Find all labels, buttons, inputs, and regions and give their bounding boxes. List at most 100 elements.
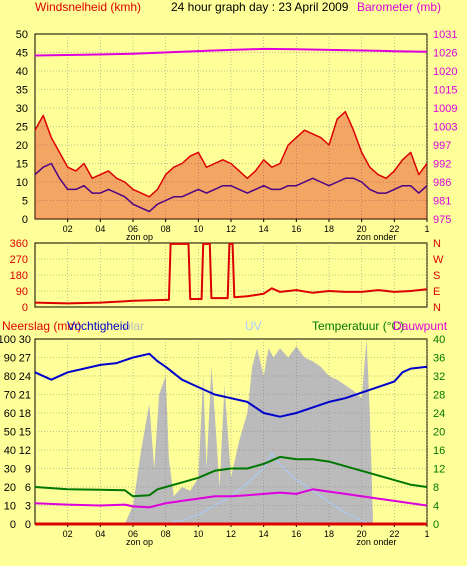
x-tick-label: 20 (357, 529, 367, 539)
wind-gust-line (34, 110, 428, 198)
sun-event-label: zon onder (356, 232, 396, 242)
humidity-tick-label: 12 (19, 445, 31, 457)
y-tick-label: E (433, 286, 440, 298)
y-tick-label: 1003 (433, 122, 457, 134)
solar-axis-label: olar (124, 319, 144, 333)
x-tick-label: 20 (357, 224, 367, 234)
y-tick-label: 1031 (433, 29, 457, 41)
x-tick-label: 04 (95, 529, 105, 539)
y-tick-label: 8 (433, 482, 439, 494)
x-tick-label: 08 (161, 224, 171, 234)
y-tick-label: 28 (433, 390, 445, 402)
x-tick-label: 12 (226, 224, 236, 234)
x-tick-label: 14 (259, 529, 269, 539)
x-tick-label: 10 (193, 529, 203, 539)
temperature-axis-label: Temperatuur (°C) (312, 319, 404, 333)
x-tick-label: 04 (95, 224, 105, 234)
y-tick-label: 5 (22, 196, 28, 208)
y-tick-label: 24 (433, 408, 445, 420)
y-tick-label: 975 (433, 214, 451, 226)
y-tick-label: 20 (16, 140, 28, 152)
y-tick-label: 0 (433, 519, 439, 531)
y-tick-label: 20 (433, 427, 445, 439)
x-tick-label: 08 (161, 529, 171, 539)
rain-tick-label: 50 (4, 427, 16, 439)
y-tick-label: 4 (433, 501, 439, 513)
chart-title: 24 hour graph day : 23 April 2009 (171, 0, 349, 14)
rain-tick-label: 80 (4, 371, 16, 383)
x-tick-label: 06 (128, 529, 138, 539)
humidity-tick-label: 21 (19, 390, 31, 402)
y-tick-label: 50 (16, 29, 28, 41)
y-tick-label: 25 (16, 122, 28, 134)
rain-tick-label: 10 (4, 501, 16, 513)
y-tick-label: 36 (433, 353, 445, 365)
wind-axis-label: Windsnelheid (kmh) (35, 0, 141, 14)
x-tick-label: 02 (63, 529, 73, 539)
rain-tick-label: 100 (0, 334, 16, 346)
humidity-tick-label: 24 (19, 371, 31, 383)
x-tick-label: 18 (324, 224, 334, 234)
y-tick-label: 40 (433, 334, 445, 346)
x-tick-label: 1 (424, 224, 429, 234)
rain-tick-label: 0 (10, 519, 16, 531)
y-tick-label: 0 (22, 214, 28, 226)
wind-direction-line (34, 242, 428, 305)
y-tick-label: 997 (433, 140, 451, 152)
y-tick-label: 12 (433, 464, 445, 476)
y-tick-label: 90 (16, 286, 28, 298)
wind-speed-line (34, 162, 428, 213)
humidity-tick-label: 0 (25, 519, 31, 531)
humidity-tick-label: 15 (19, 427, 31, 439)
y-tick-label: 270 (10, 254, 28, 266)
y-tick-label: 180 (10, 270, 28, 282)
x-tick-label: 16 (291, 224, 301, 234)
x-tick-label: 10 (193, 224, 203, 234)
temperature-line (34, 455, 428, 498)
y-tick-label: 1009 (433, 103, 457, 115)
rain-axis-label: Neerslag (mm) (2, 319, 81, 333)
y-tick-label: W (433, 254, 444, 266)
dewpoint-axis-label: Dauwpunt (393, 319, 448, 333)
y-tick-label: 10 (16, 177, 28, 189)
rain-tick-label: 20 (4, 482, 16, 494)
rain-tick-label: 70 (4, 390, 16, 402)
barometer-axis-label: Barometer (mb) (357, 0, 441, 14)
y-tick-label: 986 (433, 177, 451, 189)
rain-tick-label: 90 (4, 353, 16, 365)
sun-event-label: zon onder (356, 537, 396, 547)
y-tick-label: 1015 (433, 85, 457, 97)
y-tick-label: 1026 (433, 48, 457, 60)
humidity-tick-label: 6 (25, 482, 31, 494)
y-tick-label: 992 (433, 159, 451, 171)
x-tick-label: 22 (389, 224, 399, 234)
y-tick-label: 1020 (433, 66, 457, 78)
y-tick-label: 30 (16, 103, 28, 115)
humidity-tick-label: 27 (19, 353, 31, 365)
x-tick-label: 1 (424, 529, 429, 539)
humidity-tick-label: 9 (25, 464, 31, 476)
y-tick-label: N (433, 238, 441, 250)
y-tick-label: 40 (16, 66, 28, 78)
y-tick-label: 0 (22, 302, 28, 314)
y-tick-label: 360 (10, 238, 28, 250)
barometer-line (34, 47, 428, 57)
rain-tick-label: 60 (4, 408, 16, 420)
humidity-axis-label: Vochtigheid (67, 319, 129, 333)
sun-event-label: zon op (126, 232, 153, 242)
x-tick-label: 14 (259, 224, 269, 234)
climate-panel: 1009080706050403020100302724211815129630… (0, 334, 445, 547)
rain-tick-label: 30 (4, 464, 16, 476)
rain-tick-label: 40 (4, 445, 16, 457)
y-tick-label: S (433, 270, 440, 282)
y-tick-label: 981 (433, 196, 451, 208)
x-tick-label: 06 (128, 224, 138, 234)
sun-event-label: zon op (126, 537, 153, 547)
humidity-tick-label: 18 (19, 408, 31, 420)
y-tick-label: 15 (16, 159, 28, 171)
uv-axis-label: UV (245, 319, 262, 333)
y-tick-label: N (433, 302, 441, 314)
x-tick-label: 02 (63, 224, 73, 234)
